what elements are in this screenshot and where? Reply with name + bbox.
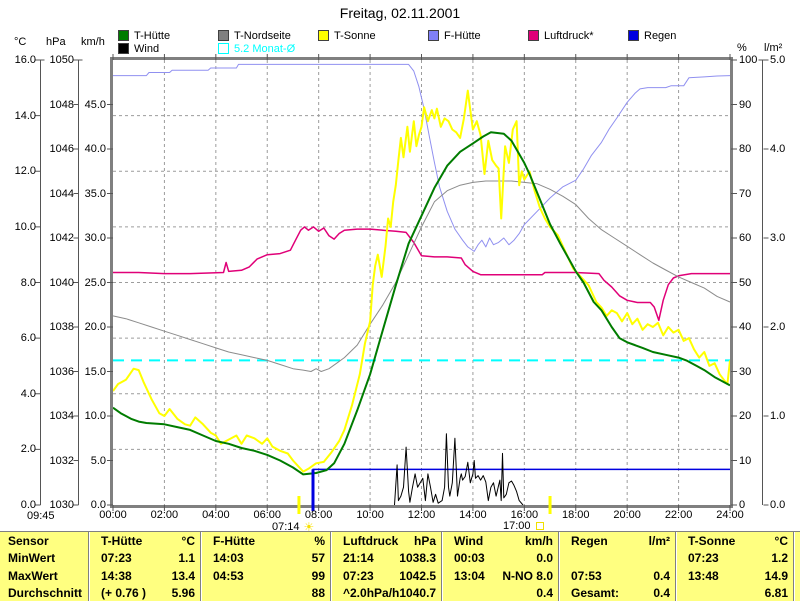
table-row-label: MinWert xyxy=(8,551,56,566)
axis-header-percent: % xyxy=(737,42,747,54)
table-cell: 14:03 57 xyxy=(200,549,330,567)
table-cell: 6.81 xyxy=(675,584,793,601)
legend-item-5-2-monat-[interactable]: 5.2 Monat-Ø xyxy=(218,42,296,55)
table-row-label: Durchschnitt xyxy=(8,586,83,601)
table-header-cell: Wind km/h xyxy=(441,532,558,550)
table-cell: 07:23 1042.5 xyxy=(330,567,441,585)
sunset-time: 17:00 xyxy=(503,520,531,532)
sunset-square-icon xyxy=(535,522,544,530)
series-regen xyxy=(311,468,730,506)
table-cell: 13:04 N-NO 8.0 xyxy=(441,567,558,585)
legend-swatch xyxy=(118,43,129,54)
sunrise-time: 07:14 xyxy=(272,521,300,533)
legend-item-regen[interactable]: Regen xyxy=(628,29,677,42)
axis-header-celsius: °C xyxy=(14,36,27,48)
table-filler xyxy=(793,584,800,601)
table-cell: 04:53 99 xyxy=(200,567,330,585)
table-cell: 07:23 1.1 xyxy=(88,549,200,567)
legend-swatch xyxy=(428,30,439,41)
legend-item-t-sonne[interactable]: T-Sonne xyxy=(318,29,376,42)
series-f-h-tte xyxy=(113,63,731,252)
table-header-cell: F-Hütte% xyxy=(200,532,330,550)
series-wind xyxy=(394,433,524,506)
table-header-cell: T-Hütte °C xyxy=(88,532,200,550)
series-t-h-tte xyxy=(112,131,731,476)
legend-label: F-Hütte xyxy=(444,29,481,42)
table-cell: ^2.0hPa/h 1040.7 xyxy=(330,584,441,601)
axis-header-kmh: km/h xyxy=(81,36,105,48)
table-cell: 00:03 0.0 xyxy=(441,549,558,567)
table-header-cell: Regen l/m² xyxy=(558,532,675,550)
table-cell: 07:53 0.4 xyxy=(558,567,675,585)
legend-label: Wind xyxy=(134,42,160,55)
axis-header-lm2: l/m² xyxy=(764,42,783,54)
legend-swatch xyxy=(318,30,329,41)
legend-swatch xyxy=(218,30,229,41)
sunset-label: 17:00 xyxy=(503,520,544,532)
legend-swatch xyxy=(528,30,539,41)
legend-label: T-Sonne xyxy=(334,29,376,42)
legend-swatch xyxy=(628,30,639,41)
legend-label: T-Nordseite xyxy=(234,29,291,42)
legend-swatch xyxy=(118,30,129,41)
table-header-cell: Luftdruck hPa xyxy=(330,532,441,550)
series-t-sonne xyxy=(112,89,731,473)
statistics-table: Sensor T-Hütte °C F-Hütte% Luftdruck hPa Wind k… xyxy=(0,531,800,601)
table-cell: 14:38 13.4 xyxy=(88,567,200,585)
sunrise-sun-icon: ☀ xyxy=(303,520,315,534)
table-filler xyxy=(793,567,800,585)
table-row-label: MaxWert xyxy=(8,568,58,583)
legend-label: T-Hütte xyxy=(134,29,171,42)
sunrise-label: 07:14 ☀ xyxy=(272,520,314,534)
series-luftdruck xyxy=(113,226,730,322)
table-cell: 07:23 1.2 xyxy=(675,549,793,567)
table-cell: 0.4 xyxy=(441,584,558,601)
table-cell: (+ 0.76 ) 5.96 xyxy=(88,584,200,601)
legend-item-t-nordseite[interactable]: T-Nordseite xyxy=(218,29,291,42)
table-header-cell: T-Sonne °C xyxy=(675,532,793,550)
legend-label: 5.2 Monat-Ø xyxy=(234,42,296,55)
table-cell: 13:48 14.9 xyxy=(675,567,793,585)
table-cell: Gesamt: 0.4 xyxy=(558,584,675,601)
legend-item-f-h-tte[interactable]: F-Hütte xyxy=(428,29,481,42)
table-cell: 21:14 1038.3 xyxy=(330,549,441,567)
legend-item-t-h-tte[interactable]: T-Hütte xyxy=(118,29,171,42)
table-cell: 88 xyxy=(200,584,330,601)
clock-time: 09:45 xyxy=(27,510,55,522)
legend-swatch xyxy=(218,43,229,54)
legend-label: Luftdruck* xyxy=(544,29,594,42)
legend-item-wind[interactable]: Wind xyxy=(118,42,160,55)
legend-label: Regen xyxy=(644,29,677,42)
legend-item-luftdruck-[interactable]: Luftdruck* xyxy=(528,29,594,42)
table-header-sensor: Sensor xyxy=(8,533,49,548)
table-cell xyxy=(558,549,675,567)
table-header-filler xyxy=(793,532,800,550)
table-filler xyxy=(793,549,800,567)
chart-title: Freitag, 02.11.2001 xyxy=(339,5,461,21)
axis-header-hpa: hPa xyxy=(46,36,66,48)
